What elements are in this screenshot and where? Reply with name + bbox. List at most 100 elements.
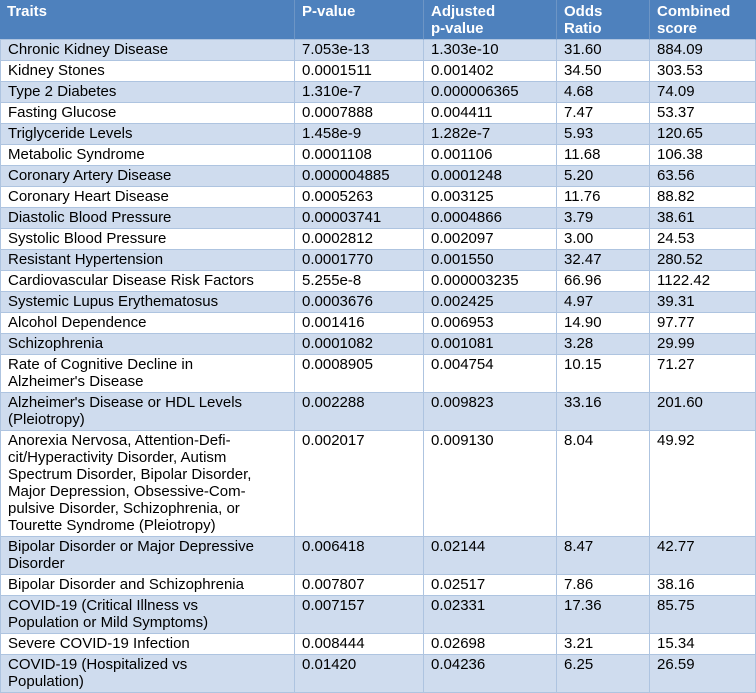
adjusted-p-value-cell: 0.004411 [424, 103, 557, 124]
adjusted-p-value-cell: 0.000006365 [424, 82, 557, 103]
trait-cell: Alcohol Dependence [0, 313, 295, 334]
trait-cell: Severe COVID-19 Infection [0, 634, 295, 655]
trait-cell: COVID-19 (Hospitalized vs Population) [0, 655, 295, 693]
column-header-adjusted-p-value: Adjusted p-value [424, 0, 557, 40]
table-row: Systolic Blood Pressure 0.0002812 0.0020… [0, 229, 756, 250]
combined-score-cell: 26.59 [650, 655, 756, 693]
table-row: Chronic Kidney Disease 7.053e-13 1.303e-… [0, 40, 756, 61]
combined-score-cell: 49.92 [650, 431, 756, 537]
odds-ratio-cell: 4.68 [557, 82, 650, 103]
table-row: Bipolar Disorder and Schizophrenia 0.007… [0, 575, 756, 596]
table-body: Chronic Kidney Disease 7.053e-13 1.303e-… [0, 40, 756, 693]
p-value-cell: 0.0005263 [295, 187, 424, 208]
p-value-cell: 0.0007888 [295, 103, 424, 124]
odds-ratio-cell: 7.86 [557, 575, 650, 596]
combined-score-cell: 29.99 [650, 334, 756, 355]
odds-ratio-cell: 3.28 [557, 334, 650, 355]
table-row: Schizophrenia 0.0001082 0.001081 3.28 29… [0, 334, 756, 355]
p-value-cell: 0.000004885 [295, 166, 424, 187]
trait-cell: Systemic Lupus Erythematosus [0, 292, 295, 313]
p-value-cell: 0.001416 [295, 313, 424, 334]
trait-cell: Diastolic Blood Pressure [0, 208, 295, 229]
trait-cell: Anorexia Nervosa, Attention-Defi- cit/Hy… [0, 431, 295, 537]
table-row: Metabolic Syndrome 0.0001108 0.001106 11… [0, 145, 756, 166]
trait-cell: Cardiovascular Disease Risk Factors [0, 271, 295, 292]
table-row: Kidney Stones 0.0001511 0.001402 34.50 3… [0, 61, 756, 82]
p-value-cell: 0.0001770 [295, 250, 424, 271]
odds-ratio-cell: 7.47 [557, 103, 650, 124]
column-header-combined-score: Combined score [650, 0, 756, 40]
trait-cell: Bipolar Disorder and Schizophrenia [0, 575, 295, 596]
table-row: COVID-19 (Hospitalized vs Population) 0.… [0, 655, 756, 693]
combined-score-cell: 71.27 [650, 355, 756, 393]
table-header: Traits P-value Adjusted p-value Odds Rat… [0, 0, 756, 40]
adjusted-p-value-cell: 0.001402 [424, 61, 557, 82]
combined-score-cell: 15.34 [650, 634, 756, 655]
adjusted-p-value-cell: 0.02517 [424, 575, 557, 596]
p-value-cell: 0.007807 [295, 575, 424, 596]
p-value-cell: 0.007157 [295, 596, 424, 634]
p-value-cell: 0.00003741 [295, 208, 424, 229]
odds-ratio-cell: 3.00 [557, 229, 650, 250]
header-row: Traits P-value Adjusted p-value Odds Rat… [0, 0, 756, 40]
trait-cell: Bipolar Disorder or Major Depressive Dis… [0, 537, 295, 575]
combined-score-cell: 53.37 [650, 103, 756, 124]
trait-cell: Chronic Kidney Disease [0, 40, 295, 61]
odds-ratio-cell: 66.96 [557, 271, 650, 292]
adjusted-p-value-cell: 0.02331 [424, 596, 557, 634]
trait-cell: Type 2 Diabetes [0, 82, 295, 103]
trait-cell: Coronary Heart Disease [0, 187, 295, 208]
odds-ratio-cell: 10.15 [557, 355, 650, 393]
table-row: Coronary Heart Disease 0.0005263 0.00312… [0, 187, 756, 208]
table-row: Bipolar Disorder or Major Depressive Dis… [0, 537, 756, 575]
adjusted-p-value-cell: 1.282e-7 [424, 124, 557, 145]
odds-ratio-cell: 32.47 [557, 250, 650, 271]
combined-score-cell: 201.60 [650, 393, 756, 431]
table-row: Coronary Artery Disease 0.000004885 0.00… [0, 166, 756, 187]
p-value-cell: 5.255e-8 [295, 271, 424, 292]
combined-score-cell: 74.09 [650, 82, 756, 103]
odds-ratio-cell: 5.20 [557, 166, 650, 187]
trait-cell: Resistant Hypertension [0, 250, 295, 271]
odds-ratio-cell: 6.25 [557, 655, 650, 693]
table-row: COVID-19 (Critical Illness vs Population… [0, 596, 756, 634]
p-value-cell: 0.0001511 [295, 61, 424, 82]
p-value-cell: 0.0008905 [295, 355, 424, 393]
odds-ratio-cell: 34.50 [557, 61, 650, 82]
adjusted-p-value-cell: 0.0004866 [424, 208, 557, 229]
combined-score-cell: 85.75 [650, 596, 756, 634]
column-header-p-value: P-value [295, 0, 424, 40]
adjusted-p-value-cell: 0.001550 [424, 250, 557, 271]
p-value-cell: 0.006418 [295, 537, 424, 575]
adjusted-p-value-cell: 0.02144 [424, 537, 557, 575]
combined-score-cell: 24.53 [650, 229, 756, 250]
odds-ratio-cell: 31.60 [557, 40, 650, 61]
p-value-cell: 0.0001082 [295, 334, 424, 355]
trait-cell: Schizophrenia [0, 334, 295, 355]
combined-score-cell: 42.77 [650, 537, 756, 575]
trait-cell: Triglyceride Levels [0, 124, 295, 145]
adjusted-p-value-cell: 0.001106 [424, 145, 557, 166]
combined-score-cell: 97.77 [650, 313, 756, 334]
adjusted-p-value-cell: 0.04236 [424, 655, 557, 693]
adjusted-p-value-cell: 1.303e-10 [424, 40, 557, 61]
table-row: Type 2 Diabetes 1.310e-7 0.000006365 4.6… [0, 82, 756, 103]
p-value-cell: 0.0003676 [295, 292, 424, 313]
odds-ratio-cell: 33.16 [557, 393, 650, 431]
combined-score-cell: 38.16 [650, 575, 756, 596]
table-row: Systemic Lupus Erythematosus 0.0003676 0… [0, 292, 756, 313]
adjusted-p-value-cell: 0.009130 [424, 431, 557, 537]
p-value-cell: 1.458e-9 [295, 124, 424, 145]
combined-score-cell: 120.65 [650, 124, 756, 145]
adjusted-p-value-cell: 0.002097 [424, 229, 557, 250]
adjusted-p-value-cell: 0.0001248 [424, 166, 557, 187]
p-value-cell: 0.008444 [295, 634, 424, 655]
p-value-cell: 0.002017 [295, 431, 424, 537]
p-value-cell: 7.053e-13 [295, 40, 424, 61]
adjusted-p-value-cell: 0.009823 [424, 393, 557, 431]
p-value-cell: 0.0001108 [295, 145, 424, 166]
p-value-cell: 0.002288 [295, 393, 424, 431]
odds-ratio-cell: 4.97 [557, 292, 650, 313]
odds-ratio-cell: 11.76 [557, 187, 650, 208]
